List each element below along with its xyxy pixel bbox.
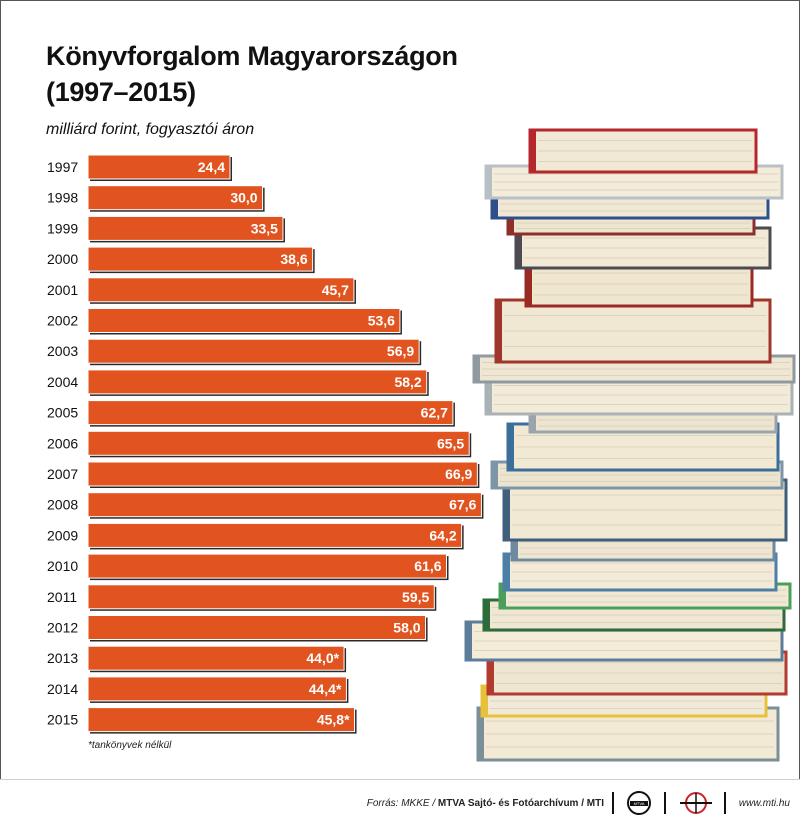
footer-separator (664, 792, 666, 814)
footnote: *tankönyvek nélkül (88, 740, 172, 751)
value-label: 45,7 (322, 282, 349, 298)
bar-2005 (87, 400, 454, 426)
value-label: 44,4* (309, 681, 342, 697)
value-label: 53,6 (368, 313, 395, 329)
book-spine (530, 408, 536, 432)
source-agency: MTVA Sajtó- és Fotóarchívum / MTI (437, 798, 604, 809)
bar-2007 (87, 461, 478, 487)
category-label: 2002 (47, 313, 78, 329)
value-label: 67,6 (449, 497, 476, 513)
bar-1999 (87, 215, 284, 241)
category-label: 1998 (47, 190, 78, 206)
book-spine (488, 652, 494, 694)
category-label: 2013 (47, 650, 78, 666)
value-label: 65,5 (437, 435, 464, 451)
bar-2009 (87, 522, 463, 548)
category-label: 2006 (47, 435, 78, 451)
value-label: 58,2 (394, 374, 421, 390)
source-label: Forrás: MKKE / (366, 798, 438, 809)
source-credit: Forrás: MKKE / MTVA Sajtó- és Fotóarchív… (367, 798, 604, 809)
category-label: 2012 (47, 620, 78, 636)
category-label: 2000 (47, 251, 78, 267)
footer: Forrás: MKKE / MTVA Sajtó- és Fotóarchív… (0, 779, 800, 824)
book-spine (500, 584, 506, 608)
bar-2001 (87, 277, 355, 303)
chart-title: Könyvforgalom Magyarországon (1997–2015) (46, 38, 458, 110)
bar-1997 (87, 154, 231, 180)
value-label: 64,2 (429, 527, 456, 543)
bar-2015 (87, 707, 356, 733)
bar-2002 (87, 308, 401, 333)
svg-text:MTVA: MTVA (634, 801, 645, 806)
book-spine (508, 212, 514, 234)
category-label: 2010 (47, 558, 78, 574)
chart-subtitle: milliárd forint, fogyasztói áron (46, 121, 255, 138)
mti-logo-icon (680, 792, 712, 814)
bar-2006 (87, 430, 470, 456)
site-url: www.mti.hu (738, 798, 790, 809)
book-spine (504, 480, 510, 540)
value-label: 33,5 (251, 220, 278, 236)
category-label: 2001 (47, 282, 78, 298)
category-label: 1999 (47, 220, 78, 236)
bar-2008 (87, 492, 482, 518)
book-spine (484, 600, 490, 630)
category-label: 2015 (47, 712, 78, 728)
bar-2004 (87, 369, 428, 395)
chart-title-line1: Könyvforgalom Magyarországon (46, 41, 458, 71)
bar-2000 (87, 246, 314, 272)
book-spine (530, 130, 536, 172)
book-spine (486, 166, 492, 198)
bar-2011 (87, 584, 435, 610)
category-label: 1997 (47, 159, 78, 175)
value-label: 61,6 (414, 558, 441, 574)
value-label: 30,0 (230, 190, 257, 206)
book-spine (504, 554, 510, 590)
bar-1998 (87, 185, 264, 211)
value-label: 44,0* (306, 650, 339, 666)
footer-separator (724, 792, 726, 814)
book-spine (526, 262, 532, 306)
value-label: 38,6 (280, 251, 307, 267)
footer-separator (612, 792, 614, 814)
bar-chart: 1997 24,4 1998 30,0 1999 33,5 2000 38,6 2001 45,7… (47, 154, 484, 734)
book-spine (496, 300, 502, 362)
book-spine (478, 708, 484, 760)
book-spine (474, 356, 480, 382)
mtva-logo-icon: MTVA (627, 791, 651, 815)
category-label: 2008 (47, 497, 78, 513)
value-label: 59,5 (402, 589, 429, 605)
book-spine (492, 190, 498, 218)
bar-2010 (87, 553, 448, 579)
category-label: 2004 (47, 374, 78, 390)
book-spine (516, 228, 522, 268)
category-label: 2007 (47, 466, 78, 482)
book-spine (508, 424, 514, 470)
value-label: 62,7 (421, 405, 448, 421)
value-label: 45,8* (317, 712, 350, 728)
book-spine (486, 376, 492, 414)
category-label: 2005 (47, 405, 78, 421)
book-spine (492, 462, 498, 488)
value-label: 66,9 (445, 466, 472, 482)
book-spine (482, 686, 488, 716)
category-label: 2014 (47, 681, 78, 697)
category-label: 2011 (47, 589, 77, 605)
value-label: 56,9 (387, 343, 414, 359)
book-spine (512, 536, 518, 560)
chart-title-line2: (1997–2015) (46, 77, 196, 107)
book-spine (466, 622, 472, 660)
category-label: 2003 (47, 343, 78, 359)
category-label: 2009 (47, 527, 78, 543)
bar-2012 (87, 615, 427, 640)
bar-2013 (87, 645, 345, 671)
value-label: 58,0 (393, 620, 420, 636)
bar-2003 (87, 338, 420, 364)
bar-2014 (87, 676, 347, 702)
value-label: 24,4 (198, 159, 225, 175)
